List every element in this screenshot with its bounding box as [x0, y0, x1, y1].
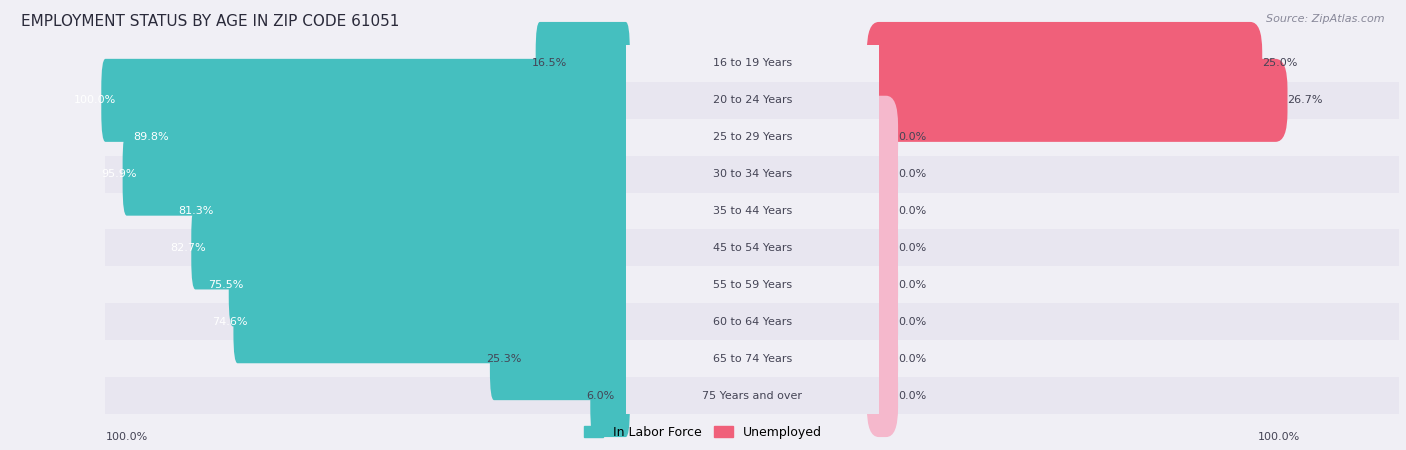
Text: 26.7%: 26.7%	[1288, 95, 1323, 105]
FancyBboxPatch shape	[155, 96, 630, 179]
FancyBboxPatch shape	[489, 317, 630, 400]
Text: 16.5%: 16.5%	[531, 58, 567, 68]
Text: 16 to 19 Years: 16 to 19 Years	[713, 58, 792, 68]
Text: 75 Years and over: 75 Years and over	[702, 391, 803, 401]
Bar	[879, 82, 1399, 119]
Legend: In Labor Force, Unemployed: In Labor Force, Unemployed	[579, 421, 827, 444]
Bar	[105, 193, 626, 230]
Text: Source: ZipAtlas.com: Source: ZipAtlas.com	[1267, 14, 1385, 23]
Bar	[626, 303, 879, 340]
FancyBboxPatch shape	[868, 317, 898, 400]
Text: 60 to 64 Years: 60 to 64 Years	[713, 317, 792, 327]
Bar	[105, 266, 626, 303]
Bar	[626, 230, 879, 266]
Text: 89.8%: 89.8%	[134, 132, 169, 142]
Text: 30 to 34 Years: 30 to 34 Years	[713, 169, 792, 179]
FancyBboxPatch shape	[868, 170, 898, 252]
Bar	[626, 82, 879, 119]
FancyBboxPatch shape	[868, 243, 898, 326]
Bar	[626, 340, 879, 377]
Text: 45 to 54 Years: 45 to 54 Years	[713, 243, 792, 253]
Bar	[626, 156, 879, 193]
Text: 0.0%: 0.0%	[898, 317, 927, 327]
Bar	[879, 340, 1399, 377]
Bar	[626, 193, 879, 230]
Text: 82.7%: 82.7%	[170, 243, 205, 253]
Bar	[879, 266, 1399, 303]
Bar	[879, 45, 1399, 82]
Bar	[105, 82, 626, 119]
FancyBboxPatch shape	[591, 354, 630, 437]
FancyBboxPatch shape	[101, 59, 630, 142]
Text: 25.0%: 25.0%	[1263, 58, 1298, 68]
Text: 100.0%: 100.0%	[105, 432, 148, 442]
FancyBboxPatch shape	[868, 280, 898, 363]
FancyBboxPatch shape	[868, 133, 898, 216]
FancyBboxPatch shape	[198, 170, 630, 252]
FancyBboxPatch shape	[191, 207, 630, 289]
Text: 100.0%: 100.0%	[1258, 432, 1301, 442]
Bar	[105, 340, 626, 377]
FancyBboxPatch shape	[233, 280, 630, 363]
Text: 20 to 24 Years: 20 to 24 Years	[713, 95, 792, 105]
Bar	[626, 266, 879, 303]
Text: 55 to 59 Years: 55 to 59 Years	[713, 280, 792, 290]
FancyBboxPatch shape	[536, 22, 630, 105]
Text: 100.0%: 100.0%	[73, 95, 115, 105]
FancyBboxPatch shape	[868, 59, 1288, 142]
Text: 75.5%: 75.5%	[208, 280, 243, 290]
FancyBboxPatch shape	[868, 354, 898, 437]
Bar	[626, 119, 879, 156]
Bar	[105, 119, 626, 156]
Text: 0.0%: 0.0%	[898, 169, 927, 179]
Text: 95.9%: 95.9%	[101, 169, 138, 179]
FancyBboxPatch shape	[229, 243, 630, 326]
Bar	[879, 156, 1399, 193]
Text: 25 to 29 Years: 25 to 29 Years	[713, 132, 792, 142]
Bar	[626, 45, 879, 82]
Text: 0.0%: 0.0%	[898, 206, 927, 216]
Text: 25.3%: 25.3%	[486, 354, 522, 364]
FancyBboxPatch shape	[122, 133, 630, 216]
Bar	[879, 193, 1399, 230]
Text: 35 to 44 Years: 35 to 44 Years	[713, 206, 792, 216]
Text: 0.0%: 0.0%	[898, 243, 927, 253]
Bar	[879, 119, 1399, 156]
Text: 0.0%: 0.0%	[898, 280, 927, 290]
Text: 0.0%: 0.0%	[898, 354, 927, 364]
Bar	[626, 377, 879, 414]
Text: EMPLOYMENT STATUS BY AGE IN ZIP CODE 61051: EMPLOYMENT STATUS BY AGE IN ZIP CODE 610…	[21, 14, 399, 28]
FancyBboxPatch shape	[868, 207, 898, 289]
Bar	[879, 377, 1399, 414]
FancyBboxPatch shape	[868, 22, 1263, 105]
Bar	[105, 230, 626, 266]
Text: 0.0%: 0.0%	[898, 391, 927, 401]
Text: 6.0%: 6.0%	[586, 391, 614, 401]
Bar	[105, 156, 626, 193]
Text: 74.6%: 74.6%	[212, 317, 247, 327]
FancyBboxPatch shape	[868, 96, 898, 179]
Bar	[105, 45, 626, 82]
Bar	[879, 303, 1399, 340]
Text: 81.3%: 81.3%	[177, 206, 214, 216]
Bar	[105, 377, 626, 414]
Bar	[879, 230, 1399, 266]
Text: 0.0%: 0.0%	[898, 132, 927, 142]
Text: 65 to 74 Years: 65 to 74 Years	[713, 354, 792, 364]
Bar	[105, 303, 626, 340]
